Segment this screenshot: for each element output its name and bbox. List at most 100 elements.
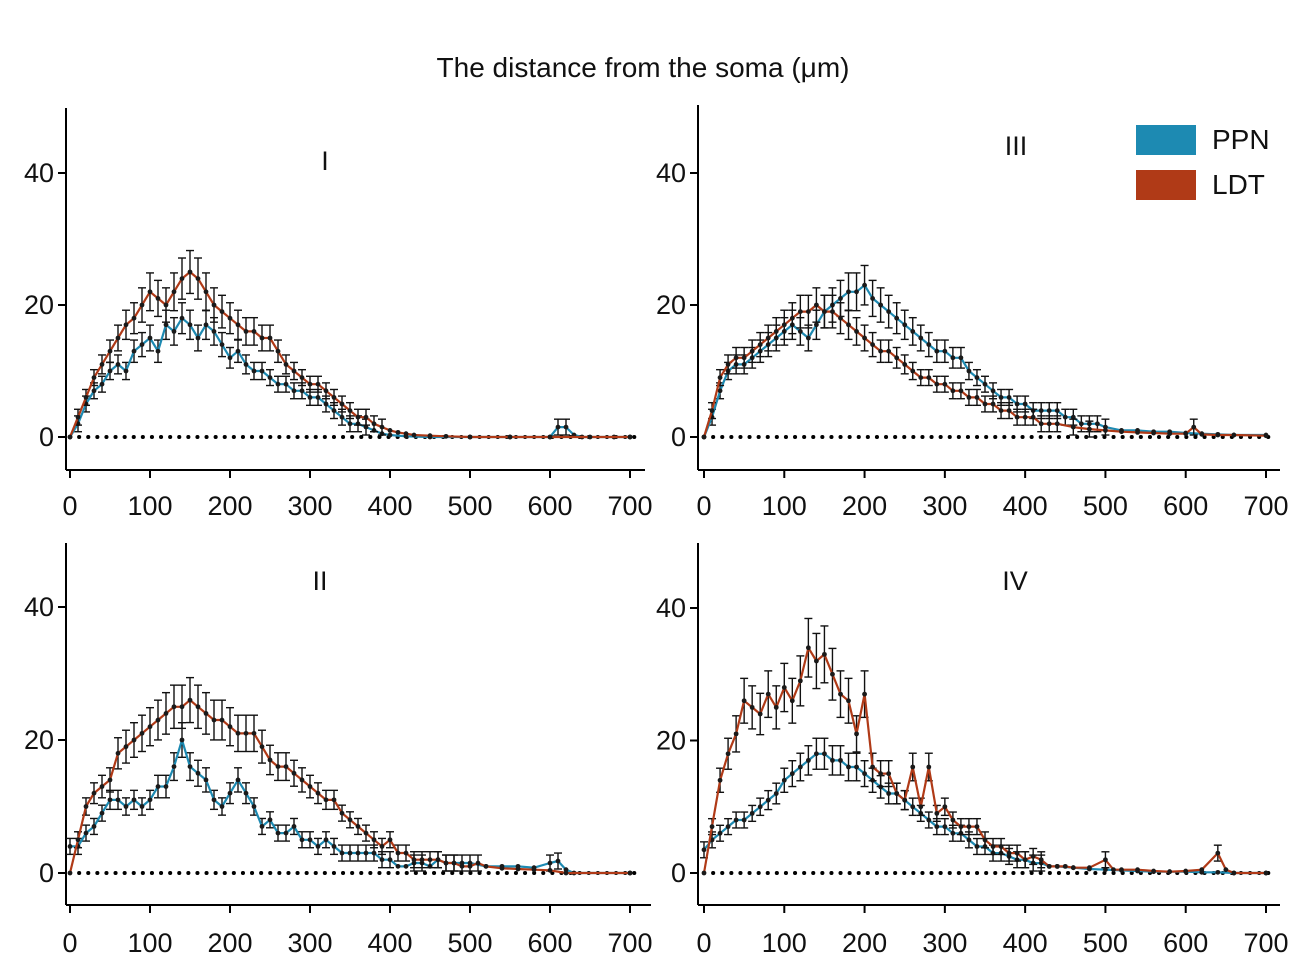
data-point (115, 335, 121, 341)
data-point (115, 797, 121, 803)
data-point (934, 348, 940, 354)
data-point (403, 850, 409, 856)
data-point (347, 817, 353, 823)
series-line-ldt (702, 303, 1267, 438)
data-point (459, 860, 465, 866)
data-point (814, 322, 819, 328)
x-tick-label: 300 (922, 491, 967, 521)
panel-ii: 0 100 200 300 400 500 600 700 0 20 40 II (24, 543, 653, 958)
data-point (1078, 421, 1084, 427)
data-point (773, 791, 779, 796)
data-point (307, 837, 313, 843)
data-point (211, 302, 217, 308)
data-point (363, 414, 369, 420)
data-point (950, 355, 956, 361)
panel-iii: 0 100 200 300 400 500 600 700 0 20 40 III (656, 105, 1289, 521)
data-point (1086, 426, 1092, 432)
data-point (1135, 429, 1140, 435)
data-point (555, 858, 561, 864)
x-tick-label: 700 (607, 491, 652, 521)
x-tick-label: 300 (922, 928, 967, 958)
data-point (1022, 857, 1028, 863)
data-point (741, 698, 747, 704)
data-point (1223, 867, 1229, 873)
data-point (179, 737, 185, 743)
data-point (805, 757, 811, 763)
x-tick-label: 0 (696, 928, 711, 958)
data-point (475, 860, 481, 866)
data-point (1167, 869, 1173, 875)
data-point (1103, 867, 1108, 873)
data-point (219, 804, 225, 809)
data-point (1103, 424, 1108, 430)
data-point (910, 329, 916, 334)
data-point (974, 824, 980, 830)
y-tick-label: 40 (24, 158, 54, 188)
data-point (926, 817, 932, 823)
data-point (870, 342, 875, 347)
data-point (291, 368, 297, 374)
panel-label: IV (1002, 566, 1028, 596)
data-point (107, 797, 113, 803)
data-point (990, 401, 996, 407)
data-point (139, 302, 145, 308)
data-point (315, 381, 321, 387)
data-point (435, 857, 441, 863)
y-tick-label: 0 (671, 422, 686, 452)
y-tick-label: 20 (656, 726, 686, 756)
data-point (958, 355, 964, 361)
data-point (259, 824, 265, 829)
series-ppn (701, 264, 1269, 440)
data-point (163, 322, 169, 328)
data-point (627, 434, 633, 440)
data-point (499, 865, 505, 871)
data-point (99, 784, 105, 789)
data-point (725, 824, 731, 830)
data-point (910, 764, 916, 770)
data-point (862, 691, 867, 697)
data-point (163, 711, 169, 716)
data-point (171, 329, 177, 334)
y-tick-label: 20 (24, 290, 54, 320)
x-tick-label: 100 (127, 928, 172, 958)
data-point (547, 860, 553, 866)
data-point (725, 362, 731, 367)
data-point (797, 678, 803, 684)
data-point (846, 289, 851, 295)
data-point (251, 804, 257, 809)
data-point (323, 388, 329, 394)
y-tick-label: 20 (656, 290, 686, 320)
data-point (363, 850, 369, 856)
data-point (219, 342, 225, 347)
data-point (219, 309, 225, 314)
data-point (171, 289, 177, 295)
data-point (267, 757, 273, 763)
data-point (1151, 430, 1156, 436)
data-point (379, 844, 385, 849)
data-point (974, 844, 980, 849)
data-point (195, 770, 201, 776)
data-point (934, 381, 940, 387)
data-point (1006, 395, 1012, 400)
data-point (862, 282, 867, 288)
data-point (822, 751, 827, 757)
data-point (347, 850, 353, 856)
data-point (91, 790, 97, 796)
data-point (131, 348, 137, 354)
data-point (1046, 863, 1052, 869)
x-tick-label: 400 (1003, 491, 1048, 521)
data-point (797, 329, 803, 334)
data-point (1014, 401, 1020, 407)
data-point (331, 844, 337, 849)
data-point (990, 388, 996, 394)
data-point (507, 434, 513, 440)
data-point (387, 857, 393, 863)
data-point (211, 797, 217, 803)
data-point (1006, 850, 1012, 856)
x-tick-label: 200 (842, 491, 887, 521)
data-point (467, 860, 473, 866)
data-point (275, 381, 281, 387)
data-point (387, 428, 393, 433)
data-point (966, 824, 972, 830)
data-point (267, 335, 273, 341)
